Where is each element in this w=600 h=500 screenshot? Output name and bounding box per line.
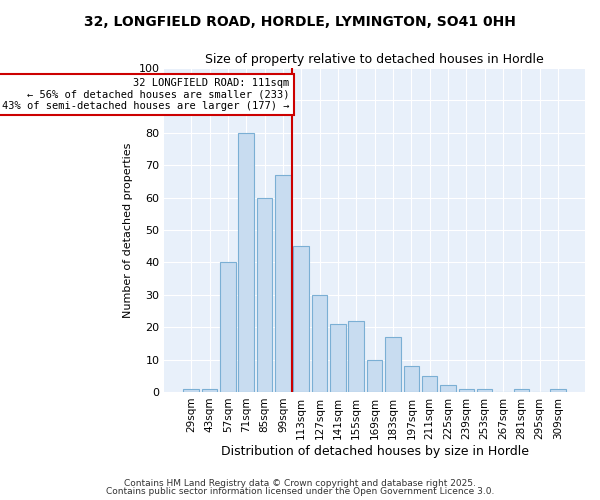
- Text: Contains public sector information licensed under the Open Government Licence 3.: Contains public sector information licen…: [106, 487, 494, 496]
- Bar: [349, 320, 364, 392]
- Bar: [238, 133, 254, 392]
- Title: Size of property relative to detached houses in Hordle: Size of property relative to detached ho…: [205, 52, 544, 66]
- Bar: [404, 366, 419, 392]
- Y-axis label: Number of detached properties: Number of detached properties: [123, 142, 133, 318]
- Bar: [257, 198, 272, 392]
- Bar: [330, 324, 346, 392]
- Bar: [385, 337, 401, 392]
- Bar: [367, 360, 382, 392]
- Text: Contains HM Land Registry data © Crown copyright and database right 2025.: Contains HM Land Registry data © Crown c…: [124, 478, 476, 488]
- Bar: [275, 175, 291, 392]
- Bar: [514, 388, 529, 392]
- Bar: [312, 295, 328, 392]
- Bar: [458, 388, 474, 392]
- Bar: [477, 388, 493, 392]
- Bar: [220, 262, 236, 392]
- Text: 32, LONGFIELD ROAD, HORDLE, LYMINGTON, SO41 0HH: 32, LONGFIELD ROAD, HORDLE, LYMINGTON, S…: [84, 15, 516, 29]
- Bar: [440, 386, 456, 392]
- Bar: [550, 388, 566, 392]
- Bar: [184, 388, 199, 392]
- Bar: [293, 246, 309, 392]
- X-axis label: Distribution of detached houses by size in Hordle: Distribution of detached houses by size …: [221, 444, 529, 458]
- Text: 32 LONGFIELD ROAD: 111sqm
← 56% of detached houses are smaller (233)
43% of semi: 32 LONGFIELD ROAD: 111sqm ← 56% of detac…: [2, 78, 289, 111]
- Bar: [422, 376, 437, 392]
- Bar: [202, 388, 217, 392]
